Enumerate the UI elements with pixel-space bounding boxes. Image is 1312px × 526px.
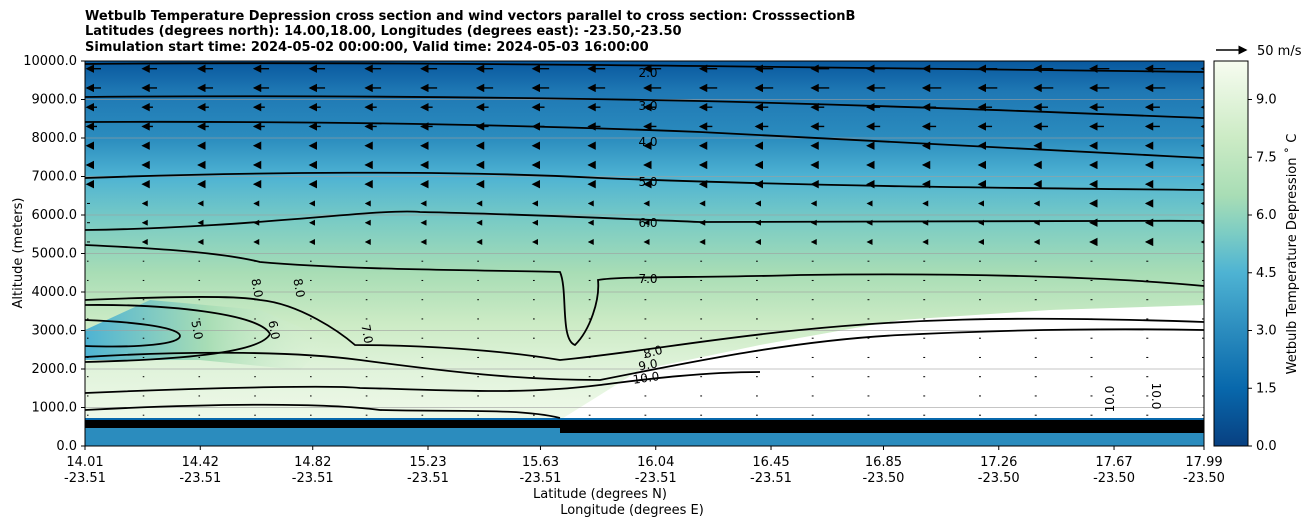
contour-label: 8.0 (290, 277, 307, 298)
colorbar-tick-label: 4.5 (1256, 266, 1277, 281)
x-tick-label-lon: -23.51 (179, 471, 221, 486)
y-tick-label: 7000.0 (32, 170, 78, 185)
quiver-key-label: 50 m/s (1257, 44, 1302, 59)
contour-label: 7.0 (358, 323, 375, 344)
y-axis: 0.0 1000.0 2000.0 3000.0 4000.0 5000.0 6000.0 7… (23, 54, 85, 454)
contour-label: 5.0 (638, 175, 657, 189)
contour-label: 3.0 (638, 99, 657, 113)
x-tick-label-lat: 17.26 (980, 455, 1017, 470)
y-tick-label: 10000.0 (23, 54, 77, 69)
contour-4 (85, 120, 1204, 159)
contour-2 (85, 62, 1204, 73)
contour-5 (85, 171, 1204, 191)
x-tick-label-lon: -23.51 (292, 471, 334, 486)
y-tick-label: 0.0 (56, 439, 77, 454)
x-axis: 14.01-23.5114.42-23.5114.82-23.5115.23-2… (64, 446, 1225, 486)
x-tick-label-lat: 17.67 (1095, 455, 1132, 470)
x-tick-label-lon: -23.51 (635, 471, 677, 486)
colorbar-label: Wetbulb Temperature Depression ˚ C (1284, 134, 1300, 375)
x-tick-label-lat: 16.45 (752, 455, 789, 470)
x-tick-label-lat: 15.63 (522, 455, 559, 470)
contour-label: 9.0 (637, 356, 658, 373)
y-tick-label: 8000.0 (32, 131, 78, 146)
x-tick-label-lon: -23.50 (863, 471, 905, 486)
colorbar-tick-label: 1.5 (1256, 381, 1277, 396)
colorbar-tick-label: 3.0 (1256, 324, 1277, 339)
contour-surface (85, 403, 561, 419)
y-axis-label: Altitude (meters) (11, 198, 26, 309)
contour-label: 8.0 (642, 343, 664, 361)
x-tick-label-lon: -23.50 (1093, 471, 1135, 486)
x-tick-label-lon: -23.51 (520, 471, 562, 486)
colorbar (1213, 60, 1249, 447)
x-tick-label-lon: -23.50 (1183, 471, 1225, 486)
contour-8 (85, 296, 1204, 361)
contour-7 (85, 244, 1204, 347)
contour-label: 8.0 (248, 277, 265, 298)
y-tick-label: 1000.0 (32, 401, 78, 416)
contour-3 (85, 95, 1204, 119)
x-tick-label-lat: 16.04 (637, 455, 674, 470)
x-tick-label-lon: -23.51 (64, 471, 106, 486)
x-tick-label-lat: 14.42 (182, 455, 219, 470)
contour-left-5 (85, 319, 181, 348)
contour-6 (85, 210, 1204, 231)
y-tick-label: 3000.0 (32, 324, 78, 339)
x-axis-label: Latitude (degrees N) (533, 487, 667, 502)
x-axis-label-2: Longitude (degrees E) (560, 503, 704, 518)
x-tick-label-lon: -23.51 (750, 471, 792, 486)
chart-title-line-3: Simulation start time: 2024-05-02 00:00:… (85, 40, 649, 55)
contour-label: 10.0 (1149, 383, 1163, 410)
contour-10 (85, 371, 761, 394)
x-tick-label-lon: -23.51 (407, 471, 449, 486)
y-tick-label: 2000.0 (32, 362, 78, 377)
chart-title-line-1: Wetbulb Temperature Depression cross sec… (85, 9, 856, 24)
contour-label-group: 2.03.04.05.06.07.08.09.010.08.0 8.05.0 6.0… (188, 66, 1163, 412)
chart-title-line-2: Latitudes (degrees north): 14.00,18.00, … (85, 24, 682, 39)
contour-label: 10.0 (1103, 386, 1117, 413)
colorbar-tick-label: 6.0 (1256, 208, 1277, 223)
contour-label: 10.0 (632, 369, 660, 387)
colorbar-ticks: 0.0 1.5 3.0 4.5 6.0 7.5 9.0 (1248, 93, 1277, 454)
y-tick-label: 9000.0 (32, 93, 78, 108)
x-tick-label-lat: 15.23 (409, 455, 446, 470)
colorbar-tick-label: 7.5 (1256, 150, 1277, 165)
x-tick-label-lat: 17.99 (1185, 455, 1222, 470)
colorbar-tick-label: 9.0 (1256, 93, 1277, 108)
contour-label: 4.0 (638, 135, 657, 149)
y-gridlines (85, 99, 1204, 408)
contour-label: 2.0 (638, 66, 657, 80)
wind-vectors (85, 64, 1204, 416)
y-tick-label: 6000.0 (32, 208, 78, 223)
contour-9 (85, 328, 1204, 381)
contour-label: 6.0 (265, 319, 282, 340)
x-tick-label-lat: 14.01 (66, 455, 103, 470)
y-tick-label: 5000.0 (32, 247, 78, 262)
contour-label: 7.0 (638, 272, 657, 286)
contour-left-6 (85, 304, 272, 363)
y-tick-label: 4000.0 (32, 285, 78, 300)
colorbar-tick-label: 0.0 (1256, 439, 1277, 454)
contour-label: 5.0 (188, 319, 205, 340)
x-tick-label-lon: -23.50 (978, 471, 1020, 486)
contour-label: 6.0 (638, 216, 657, 230)
x-tick-label-lat: 14.82 (294, 455, 331, 470)
contour-lines (85, 62, 1204, 419)
x-tick-label-lat: 16.85 (865, 455, 902, 470)
